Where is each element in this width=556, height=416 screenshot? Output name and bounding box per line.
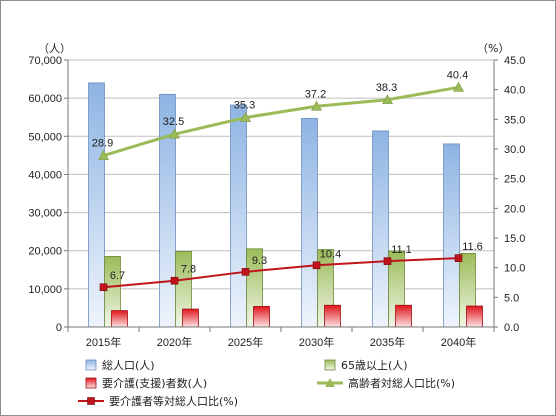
right-tick-label: 10.0 [504, 263, 525, 275]
bar-care-needed [111, 310, 128, 328]
marker-care-ratio [99, 283, 108, 292]
right-tick-label: 40.0 [504, 85, 525, 97]
right-axis-unit: （%） [477, 42, 509, 55]
bar-total-population [301, 117, 318, 328]
x-tick-label: 2015年 [86, 335, 121, 349]
left-tick-label: 20,000 [28, 246, 62, 258]
x-tick-label: 2035年 [370, 335, 405, 349]
marker-elderly-ratio [239, 111, 252, 122]
legend-label: 総人口(人) [102, 358, 155, 372]
legend-marker [87, 397, 95, 405]
left-tick-label: 30,000 [28, 208, 62, 220]
x-tick-label: 2025年 [228, 335, 263, 349]
marker-elderly-ratio [310, 100, 323, 111]
axes [67, 60, 495, 328]
lines: 28.9 32.5 35.3 37.2 38.3 40.4 6.7 7.8 9.3 10.4 11.… [92, 69, 483, 292]
bar-care-needed [395, 304, 412, 328]
right-tick-label: 15.0 [504, 233, 525, 245]
left-tick-label: 60,000 [28, 93, 62, 105]
right-tick-label: 25.0 [504, 174, 525, 186]
bar-total-population [443, 143, 460, 328]
x-tick-label: 2040年 [441, 335, 476, 349]
label-care-ratio: 10.4 [320, 248, 341, 260]
marker-care-ratio [241, 268, 250, 276]
legend-label: 要介護者等対総人口比(%) [109, 394, 238, 408]
x-tick-label: 2030年 [299, 335, 334, 349]
marker-elderly-ratio [381, 94, 394, 105]
right-tick-label: 30.0 [504, 144, 525, 156]
x-axis-ticks: 2015年 2020年 2025年 2030年 2035年 2040年 [67, 327, 495, 349]
label-care-ratio: 9.3 [252, 255, 267, 267]
right-tick-label: 20.0 [504, 203, 525, 215]
bar-care-needed [253, 306, 270, 328]
label-care-ratio: 11.1 [391, 244, 412, 256]
line-care-ratio [103, 257, 459, 289]
bar-total-population [230, 104, 247, 328]
label-elderly-ratio: 32.5 [163, 116, 184, 128]
legend-label: 65歳以上(人) [341, 359, 408, 372]
legend-label: 高齢者対総人口比(%) [348, 376, 455, 390]
marker-care-ratio [454, 254, 463, 262]
x-tick-label: 2020年 [157, 335, 192, 349]
marker-elderly-ratio [97, 149, 110, 160]
gridlines [68, 59, 494, 290]
right-axis-ticks: 0.0 5.0 10.0 15.0 20.0 25.0 30.0 35.0 40.0 45.0 [494, 55, 525, 334]
marker-care-ratio [383, 257, 392, 265]
right-tick-label: 5.0 [504, 292, 519, 304]
legend: 総人口(人) 65歳以上(人) 要介護(支援)者数(人) 高齢者対総人口比(%) 要介護… [78, 358, 455, 408]
left-axis-ticks: 0 10,000 20,000 30,000 40,000 50,000 60,000 70,… [28, 55, 68, 334]
right-tick-label: 45.0 [504, 55, 525, 67]
label-elderly-ratio: 38.3 [376, 82, 397, 94]
left-tick-label: 10,000 [28, 284, 62, 296]
right-tick-label: 35.0 [504, 114, 525, 126]
label-care-ratio: 7.8 [181, 264, 196, 276]
line-elderly-ratio [103, 85, 459, 157]
marker-care-ratio [170, 276, 179, 285]
left-tick-label: 40,000 [28, 169, 62, 181]
label-care-ratio: 6.7 [110, 270, 125, 282]
right-tick-label: 0.0 [504, 322, 519, 334]
legend-swatch [85, 359, 97, 371]
bars [88, 82, 483, 328]
label-elderly-ratio: 37.2 [305, 88, 326, 100]
label-elderly-ratio: 40.4 [447, 69, 468, 81]
bar-total-population [372, 130, 389, 328]
marker-care-ratio [312, 261, 321, 270]
left-tick-label: 0 [56, 322, 62, 334]
bar-total-population [159, 93, 176, 328]
marker-elderly-ratio [168, 128, 181, 139]
left-axis-unit: （人） [38, 42, 71, 55]
marker-elderly-ratio [452, 81, 465, 92]
label-elderly-ratio: 35.3 [234, 100, 255, 112]
left-tick-label: 50,000 [28, 131, 62, 143]
legend-marker [325, 378, 335, 387]
legend-label: 要介護(支援)者数(人) [102, 376, 207, 390]
label-care-ratio: 11.6 [462, 241, 483, 253]
bar-care-needed [324, 304, 341, 328]
legend-swatch [324, 359, 336, 371]
bar-care-needed [466, 305, 483, 328]
label-elderly-ratio: 28.9 [92, 138, 113, 150]
legend-swatch [85, 377, 97, 389]
bar-care-needed [182, 308, 199, 328]
left-tick-label: 70,000 [28, 55, 62, 67]
